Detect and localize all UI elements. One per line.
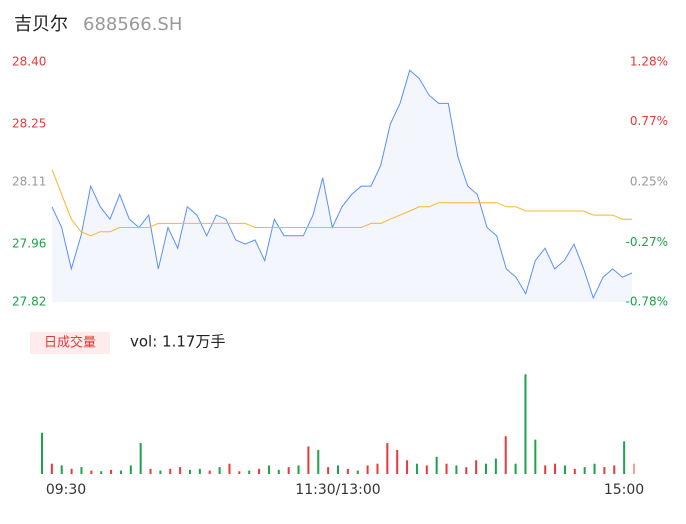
- volume-bar: [563, 465, 566, 474]
- y2-tick-label: 1.28%: [630, 55, 668, 69]
- volume-bar: [356, 470, 359, 474]
- y2-tick-label: 0.77%: [630, 114, 668, 128]
- price-line: [51, 69, 633, 300]
- volume-bar: [583, 467, 586, 474]
- volume-bar: [514, 463, 517, 474]
- volume-bar: [169, 468, 172, 474]
- volume-bar: [623, 441, 626, 474]
- volume-bar: [366, 465, 369, 474]
- volume-bar: [554, 463, 557, 474]
- volume-bar: [267, 465, 270, 474]
- y-tick-label: 28.11: [12, 175, 46, 189]
- volume-bar: [228, 463, 231, 474]
- volume-bar: [277, 469, 280, 474]
- volume-bar: [465, 467, 468, 474]
- volume-bar: [50, 463, 53, 474]
- volume-bar: [534, 439, 537, 474]
- volume-legend: 日成交量: [44, 335, 96, 351]
- volume-bar: [327, 467, 330, 474]
- volume-bar: [80, 467, 83, 474]
- volume-bar: [248, 470, 251, 474]
- average-line: [51, 169, 632, 237]
- volume-bar: [179, 467, 182, 474]
- volume-bar: [524, 374, 527, 474]
- volume-bar: [504, 436, 507, 474]
- y2-tick-label: -0.27%: [626, 235, 668, 249]
- volume-bar: [485, 463, 487, 474]
- stock-name: 吉贝尔: [14, 14, 68, 35]
- volume-bar: [337, 465, 339, 474]
- volume-bar: [603, 467, 606, 474]
- volume-bar: [613, 465, 616, 474]
- volume-bar: [455, 465, 458, 474]
- volume-bar: [129, 465, 132, 474]
- volume-bar: [573, 468, 576, 474]
- x-tick-label: 11:30/13:00: [295, 482, 380, 498]
- volume-bar: [376, 463, 379, 474]
- stock-code: 688566.SH: [83, 14, 182, 35]
- volume-bar: [317, 449, 320, 474]
- volume-bar: [159, 470, 162, 474]
- x-tick-label: 09:30: [46, 482, 86, 498]
- volume-total: vol: 1.17万手: [130, 333, 225, 351]
- volume-bar: [475, 460, 478, 474]
- volume-bar: [41, 432, 43, 474]
- volume-bar: [425, 465, 428, 474]
- volume-bar: [198, 468, 201, 474]
- y2-tick-label: -0.78%: [626, 295, 668, 309]
- volume-bar: [119, 470, 122, 474]
- volume-bar: [406, 460, 409, 474]
- volume-bar: [238, 471, 241, 474]
- volume-bar: [110, 469, 113, 474]
- volume-bar: [386, 443, 389, 474]
- volume-bar: [208, 470, 211, 474]
- y-tick-label: 28.40: [12, 55, 46, 69]
- volume-bar: [60, 465, 63, 474]
- y2-tick-label: 0.25%: [630, 175, 668, 189]
- legend-box: [30, 332, 110, 354]
- price-area: [52, 70, 632, 302]
- volume-bar: [435, 456, 438, 474]
- volume-bar: [346, 468, 349, 474]
- volume-bar: [297, 465, 300, 474]
- x-tick-label: 15:00: [604, 482, 644, 498]
- volume-bar: [633, 463, 635, 474]
- volume-bar: [70, 468, 73, 474]
- volume-bar: [396, 449, 399, 474]
- y-tick-label: 27.82: [12, 295, 46, 309]
- volume-bar: [593, 463, 596, 474]
- volume-bar: [544, 465, 547, 474]
- y-tick-label: 28.25: [12, 117, 46, 131]
- volume-bar: [149, 468, 152, 474]
- volume-bar: [189, 469, 191, 474]
- y-tick-label: 27.96: [12, 237, 46, 251]
- volume-bar: [287, 467, 290, 474]
- volume-bar: [139, 443, 142, 474]
- volume-bar: [100, 471, 103, 474]
- volume-bar: [258, 468, 261, 474]
- volume-bar: [307, 446, 310, 474]
- volume-bar: [218, 467, 221, 474]
- volume-bar: [494, 458, 497, 474]
- volume-bar: [415, 463, 418, 474]
- volume-bar: [445, 463, 448, 474]
- volume-bar: [90, 470, 93, 474]
